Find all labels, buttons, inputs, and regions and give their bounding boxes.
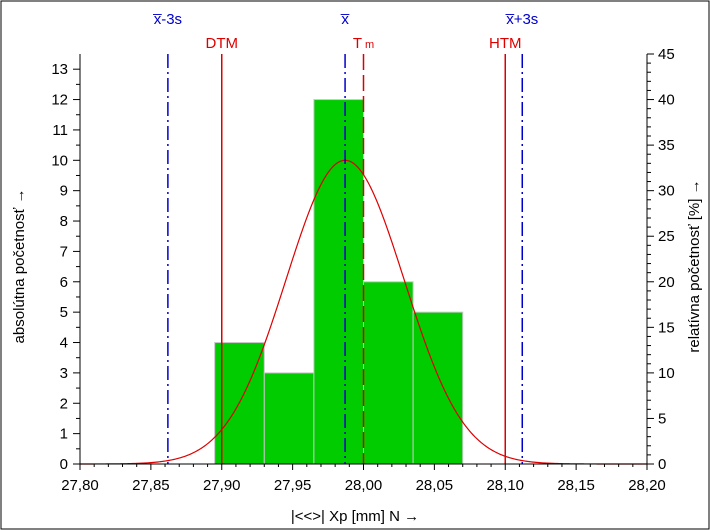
ref-label-htm: HTM (489, 35, 522, 52)
y-left-tick-label: 2 (60, 395, 68, 412)
x-tick-label: 28,00 (345, 477, 383, 494)
histogram-bar-4 (363, 281, 414, 465)
x-axis-label: |<<>| Xp [mm] N → (291, 508, 419, 525)
y-left-tick-label: 9 (60, 183, 68, 200)
x-tick-label: 27,80 (61, 477, 99, 494)
axis-labels-layer: |<<>| Xp [mm] N → absolútna početnosť → … (11, 179, 703, 525)
x-tick-label: 27,90 (203, 477, 241, 494)
y-right-tick-label: 30 (658, 183, 675, 200)
ref-label-dtm: DTM (206, 35, 239, 52)
y-right-tick-label: 35 (658, 137, 675, 154)
y-right-tick-label: 0 (658, 456, 666, 473)
ref-label-mean: x̅ (340, 11, 350, 28)
x-tick-label: 28,05 (416, 477, 454, 494)
y-left-tick-label: 13 (51, 61, 68, 78)
y-axis-right-label: relatívna početnosť [%] → (686, 179, 703, 352)
x-tick-label: 27,95 (274, 477, 312, 494)
bars-layer (214, 99, 464, 465)
y-axis-left-label: absolútna početnosť → (11, 189, 28, 344)
y-left-tick-label: 11 (52, 122, 68, 139)
y-left-tick-label: 1 (60, 426, 68, 443)
histogram-bar-3 (313, 99, 365, 465)
ref-label-mean-plus-3s: x̅+3s (505, 11, 538, 28)
histogram-bar-2 (263, 372, 315, 465)
y-left-tick-label: 4 (60, 335, 68, 352)
y-right-tick-label: 25 (658, 228, 675, 245)
y-left-tick-label: 6 (60, 274, 68, 291)
y-left-tick-label: 10 (51, 152, 68, 169)
y-right-tick-label: 15 (658, 319, 675, 336)
x-tick-label: 28,20 (628, 477, 666, 494)
x-tick-label: 28,10 (486, 477, 524, 494)
histogram-bar-5 (412, 311, 464, 465)
y-right-tick-label: 40 (658, 92, 675, 109)
y-left-tick-label: 8 (60, 213, 68, 230)
y-right-tick-label: 20 (658, 274, 675, 291)
x-tick-label: 28,15 (557, 477, 595, 494)
y-right-tick-label: 10 (658, 365, 675, 382)
y-left-tick-label: 3 (60, 365, 68, 382)
axes-layer: 27,80 27,85 27,90 27,95 28,00 28,05 28,10 28,15… (51, 46, 674, 494)
y-right-tick-label: 5 (658, 410, 666, 427)
y-left-tick-label: 7 (60, 243, 68, 260)
x-tick-label: 27,85 (132, 477, 170, 494)
y-left-tick-label: 0 (60, 456, 68, 473)
reference-lines-layer: x̅-3s DTM x̅T m HTM x̅+3s (152, 11, 538, 464)
y-left-tick-label: 12 (51, 92, 68, 109)
y-left-tick-label: 5 (60, 304, 68, 321)
ref-label-mean-minus-3s: x̅-3s (152, 11, 182, 28)
y-right-tick-label: 45 (658, 46, 675, 63)
